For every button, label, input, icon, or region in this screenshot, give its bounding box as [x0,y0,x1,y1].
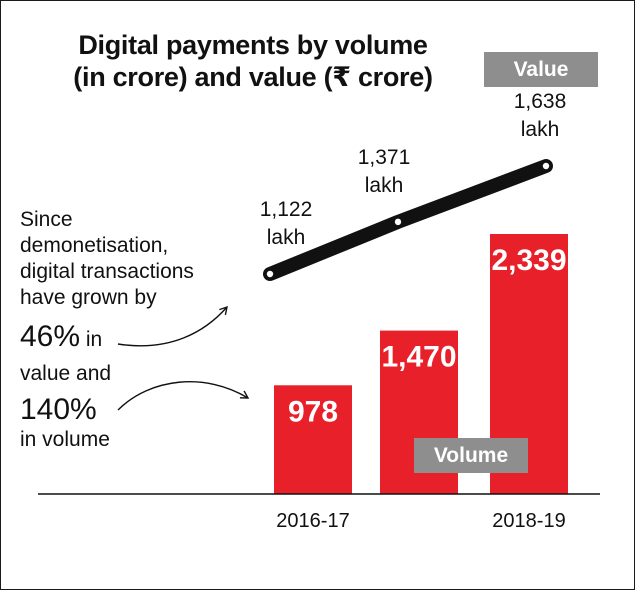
note-line-2: demonetisation, [20,234,169,257]
note-line-4: have grown by [20,286,157,309]
volume-growth-percent-text: 140% [20,393,97,426]
note-line-6: value and [20,362,112,385]
x-tick-label: 2018-19 [492,510,565,532]
value-data-label: 1,122 [260,198,313,221]
note-line-3: digital transactions [20,260,194,283]
x-tick-label: 2016-17 [276,510,349,532]
value-unit-label: lakh [521,118,560,141]
note-line-5: 46% in [20,322,103,353]
value-unit-label: lakh [267,226,306,249]
note-line-8: in volume [20,428,110,451]
volume-bar-label: 1,470 [381,341,456,374]
volume-bar-label: 2,339 [491,244,566,277]
chart-title-line2: (in crore) and value (₹ crore) [73,62,433,92]
value-unit-label: lakh [365,174,404,197]
volume-bar-2016-17 [274,385,352,494]
value-growth-percent: 46% [20,320,81,353]
value-data-label: 1,371 [358,146,411,169]
note-in-word: in [80,328,103,351]
value-data-label: 1,638 [514,90,567,113]
value-point [266,270,274,278]
value-point [394,218,402,226]
volume-legend-tag: Volume [414,438,528,473]
volume-growth-percent: 140% [20,395,97,426]
annotation-arrow-value [117,305,228,347]
note-line-1: Since [20,208,73,231]
chart-title-line1: Digital payments by volume [78,30,428,60]
value-point [542,162,550,170]
volume-bar-label: 978 [288,395,338,428]
value-legend-tag: Value [484,52,598,87]
annotation-arrow-volume [117,381,250,411]
